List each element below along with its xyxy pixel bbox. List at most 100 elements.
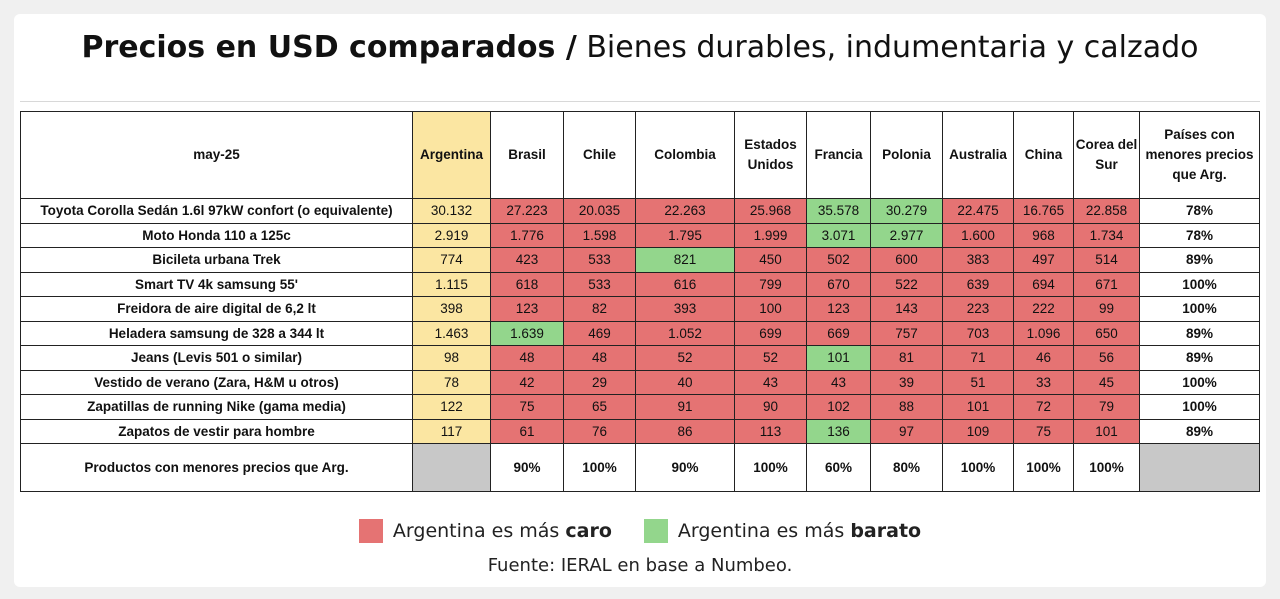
- price-cell: 81: [870, 345, 943, 371]
- share-cell: 100%: [1139, 271, 1260, 297]
- source-note: Fuente: IERAL en base a Numbeo.: [487, 555, 793, 576]
- price-cell: 616: [635, 271, 735, 297]
- price-cell: 65: [563, 394, 636, 420]
- price-cell: 27.223: [490, 198, 564, 224]
- column-header: Brasil: [490, 111, 564, 199]
- price-cell: 109: [942, 418, 1014, 444]
- price-cell: 100: [734, 296, 807, 322]
- legend-item-caro: Argentina es más caro: [358, 519, 612, 543]
- price-cell: 43: [734, 369, 807, 395]
- share-cell: 78%: [1139, 222, 1260, 248]
- period-header: may-25: [20, 111, 413, 199]
- table-row: Freidora de aire digital de 6,2 lt 398 123…: [20, 296, 1260, 322]
- product-label: Heladera samsung de 328 a 344 lt: [20, 320, 413, 346]
- column-header: Argentina: [412, 111, 491, 199]
- price-cell: 40: [635, 369, 735, 395]
- legend-barato-prefix: Argentina es más: [677, 520, 845, 542]
- column-header: Corea del Sur: [1073, 111, 1140, 199]
- share-cell: 78%: [1139, 198, 1260, 224]
- share-cell: 89%: [1139, 247, 1260, 273]
- footer-share-cell: 90%: [635, 443, 735, 492]
- price-cell: 3.071: [806, 222, 871, 248]
- price-cell: 90: [734, 394, 807, 420]
- price-cell: 1.999: [734, 222, 807, 248]
- share-cell: 89%: [1139, 320, 1260, 346]
- price-cell: 1.600: [942, 222, 1014, 248]
- price-cell: 502: [806, 247, 871, 273]
- price-cell: 39: [870, 369, 943, 395]
- price-cell: 1.115: [412, 271, 491, 297]
- product-label: Vestido de verano (Zara, H&M u otros): [20, 369, 413, 395]
- price-cell: 42: [490, 369, 564, 395]
- table-row: Vestido de verano (Zara, H&M u otros) 78 4…: [20, 369, 1260, 395]
- price-cell: 16.765: [1013, 198, 1074, 224]
- price-cell: 669: [806, 320, 871, 346]
- price-cell: 670: [806, 271, 871, 297]
- price-cell: 30.132: [412, 198, 491, 224]
- price-cell: 774: [412, 247, 491, 273]
- price-cell: 1.776: [490, 222, 564, 248]
- table-row: Smart TV 4k samsung 55' 1.115 618 533 616 799…: [20, 271, 1260, 297]
- price-cell: 2.919: [412, 222, 491, 248]
- price-cell: 497: [1013, 247, 1074, 273]
- price-cell: 91: [635, 394, 735, 420]
- table-footer-row: Productos con menores precios que Arg. 90…: [20, 443, 1260, 492]
- price-cell: 113: [734, 418, 807, 444]
- price-cell: 56: [1073, 345, 1140, 371]
- price-cell: 33: [1013, 369, 1074, 395]
- price-cell: 223: [942, 296, 1014, 322]
- price-cell: 75: [490, 394, 564, 420]
- price-cell: 393: [635, 296, 735, 322]
- price-cell: 78: [412, 369, 491, 395]
- price-cell: 72: [1013, 394, 1074, 420]
- price-cell: 398: [412, 296, 491, 322]
- share-cell: 89%: [1139, 345, 1260, 371]
- legend-caro-prefix: Argentina es más: [392, 520, 560, 542]
- price-cell: 1.734: [1073, 222, 1140, 248]
- price-cell: 799: [734, 271, 807, 297]
- price-cell: 514: [1073, 247, 1140, 273]
- share-column-header: Países con menores precios que Arg.: [1139, 111, 1260, 199]
- price-cell: 1.052: [635, 320, 735, 346]
- column-header: Polonia: [870, 111, 943, 199]
- price-cell: 46: [1013, 345, 1074, 371]
- price-cell: 1.795: [635, 222, 735, 248]
- price-cell: 102: [806, 394, 871, 420]
- column-header: Francia: [806, 111, 871, 199]
- chart-title: Precios en USD comparados / Bienes durab…: [0, 30, 1280, 65]
- table-row: Toyota Corolla Sedán 1.6l 97kW confort (…: [20, 198, 1260, 224]
- price-cell: 1.639: [490, 320, 564, 346]
- chart-title-subtitle: Bienes durables, indumentaria y calzado: [586, 30, 1199, 65]
- price-cell: 2.977: [870, 222, 943, 248]
- product-label: Zapatillas de running Nike (gama media): [20, 394, 413, 420]
- footer-share-cell: 80%: [870, 443, 943, 492]
- price-cell: 699: [734, 320, 807, 346]
- share-cell: 89%: [1139, 418, 1260, 444]
- price-cell: 383: [942, 247, 1014, 273]
- price-cell: 22.475: [942, 198, 1014, 224]
- price-cell: 143: [870, 296, 943, 322]
- price-cell: 136: [806, 418, 871, 444]
- price-cell: 1.598: [563, 222, 636, 248]
- product-label: Jeans (Levis 501 o similar): [20, 345, 413, 371]
- price-cell: 968: [1013, 222, 1074, 248]
- price-cell: 22.858: [1073, 198, 1140, 224]
- column-header: Australia: [942, 111, 1014, 199]
- footer-share-cell: 100%: [1073, 443, 1140, 492]
- table-row: Zapatos de vestir para hombre 117 61 76 86 11…: [20, 418, 1260, 444]
- price-cell: 51: [942, 369, 1014, 395]
- price-cell: 101: [942, 394, 1014, 420]
- product-label: Toyota Corolla Sedán 1.6l 97kW confort (…: [20, 198, 413, 224]
- legend-caro-bold: caro: [565, 520, 612, 542]
- price-cell: 469: [563, 320, 636, 346]
- chart-title-bold: Precios en USD comparados /: [81, 30, 577, 65]
- share-cell: 100%: [1139, 394, 1260, 420]
- price-cell: 1.096: [1013, 320, 1074, 346]
- table-header-row: may-25 Argentina Brasil Chile Colombia Estad…: [20, 111, 1260, 199]
- price-cell: 22.263: [635, 198, 735, 224]
- price-cell: 99: [1073, 296, 1140, 322]
- price-cell: 122: [412, 394, 491, 420]
- footer-share-cell: 100%: [734, 443, 807, 492]
- column-header: Chile: [563, 111, 636, 199]
- column-header: China: [1013, 111, 1074, 199]
